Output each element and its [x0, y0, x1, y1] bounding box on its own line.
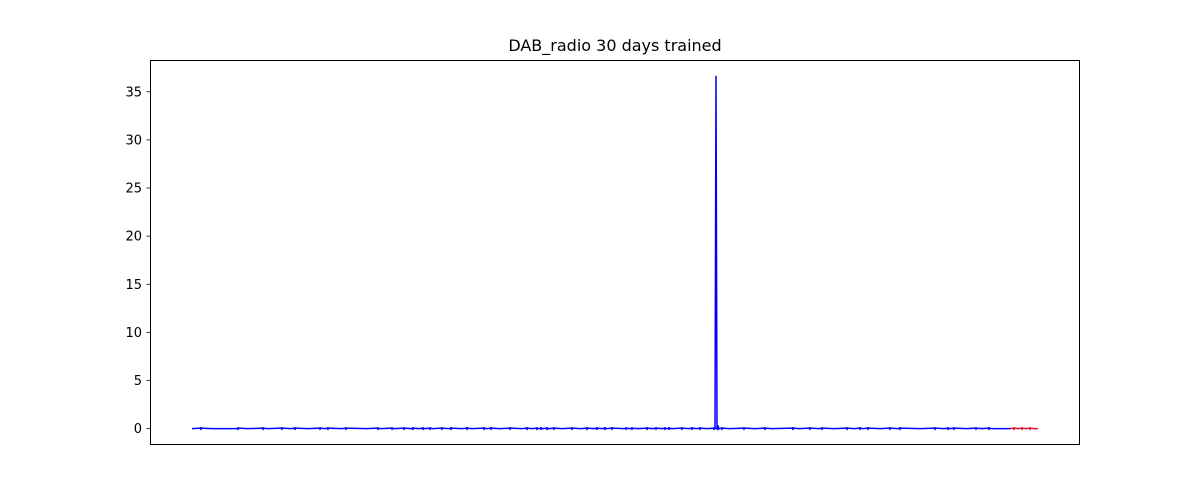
y-tick-label: 5: [134, 374, 142, 389]
y-tick-label: 15: [125, 278, 142, 293]
y-tick-label: 30: [125, 133, 142, 148]
y-tick-label: 20: [125, 230, 142, 245]
y-tick-label: 35: [125, 85, 142, 100]
series-line-1: [715, 76, 719, 428]
y-tick-label: 10: [125, 326, 142, 341]
y-tick-label: 0: [134, 422, 142, 437]
series-layer: [192, 76, 1038, 430]
y-tick-label: 25: [125, 182, 142, 197]
chart-title: DAB_radio 30 days trained: [508, 36, 721, 56]
plot-frame: [151, 61, 1080, 445]
y-axis: 0 5 10 15 20 25 30 35: [125, 85, 150, 437]
